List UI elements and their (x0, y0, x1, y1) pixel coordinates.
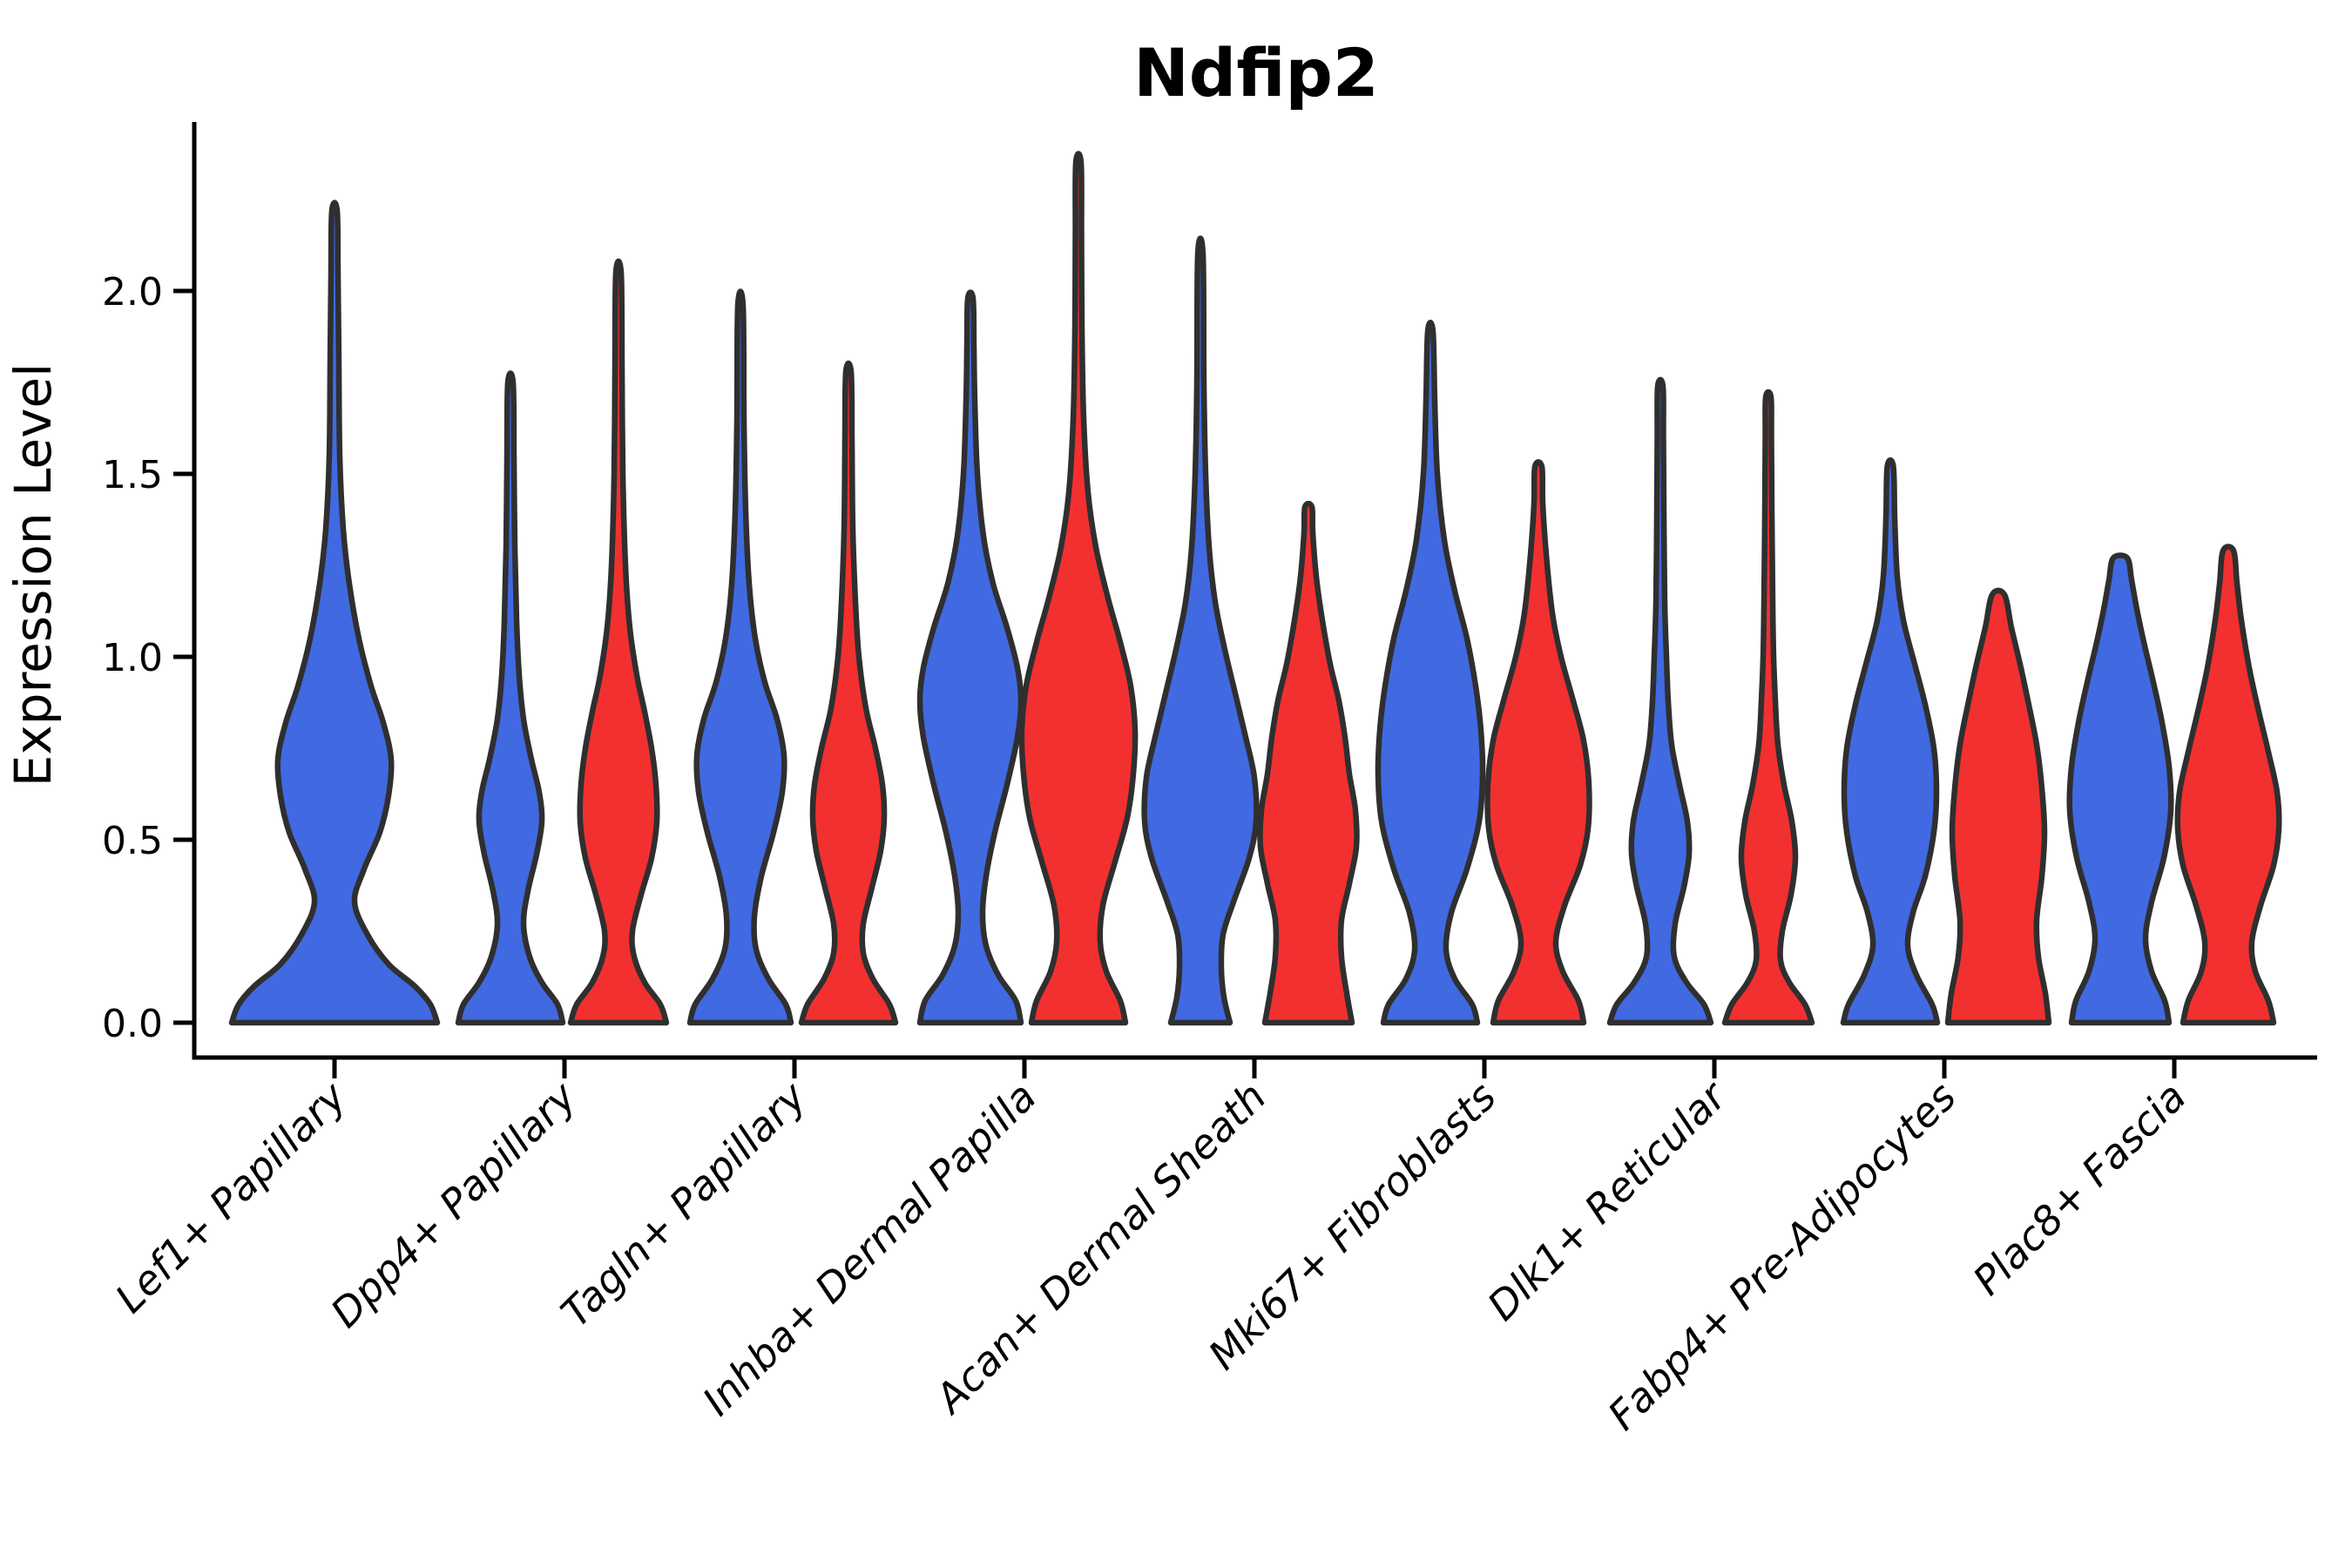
x-tick-label-tagln-papillary: Tagln+ Papillary (551, 1072, 815, 1336)
violin-dlk1-reticular-group2 (1721, 389, 1815, 1026)
violin-plac8-fascia-group1 (2066, 552, 2174, 1026)
violin-inhba-dermal-papilla-group1 (916, 289, 1024, 1026)
violin-dpp4-papillary-group2 (567, 258, 670, 1026)
violin-tagln-papillary-group1 (686, 288, 794, 1026)
violin-mki67-fibroblasts-group1 (1375, 319, 1486, 1026)
y-tick-label: 1.0 (102, 636, 163, 680)
x-tick-label-plac8-fascia: Plac8+ Fascia (1963, 1073, 2194, 1304)
violin-tagln-papillary-group2 (798, 360, 899, 1026)
violin-mki67-fibroblasts-group2 (1484, 459, 1592, 1026)
violins (228, 151, 2282, 1026)
x-tick-label-dpp4-papillary: Dpp4+ Papillary (321, 1072, 585, 1336)
violin-dlk1-reticular-group1 (1606, 376, 1714, 1026)
chart-title: Ndfip2 (1133, 34, 1379, 112)
violin-fabp4-pre-adipocytes-group1 (1840, 457, 1941, 1026)
violin-acan-dermal-sheath-group1 (1141, 235, 1260, 1026)
y-axis-label: Expression Level (3, 363, 63, 787)
y-tick-label: 1.5 (102, 453, 163, 497)
violin-fabp4-pre-adipocytes-group2 (1944, 587, 2052, 1026)
y-tick-label: 0.5 (102, 819, 163, 863)
y-tick-label: 2.0 (102, 270, 163, 314)
y-tick-label: 0.0 (102, 1002, 163, 1046)
violin-acan-dermal-sheath-group2 (1257, 500, 1360, 1026)
violin-dpp4-papillary-group1 (455, 370, 566, 1026)
x-tick-label-lef1-papillary: Lef1+ Papillary (106, 1072, 355, 1321)
violin-lef1-papillary-group1 (228, 199, 441, 1026)
violin-plac8-fascia-group2 (2174, 544, 2282, 1026)
violin-inhba-dermal-papilla-group2 (1018, 151, 1139, 1026)
x-tick-label-dlk1-reticular: Dlk1+ Reticular (1478, 1071, 1737, 1329)
